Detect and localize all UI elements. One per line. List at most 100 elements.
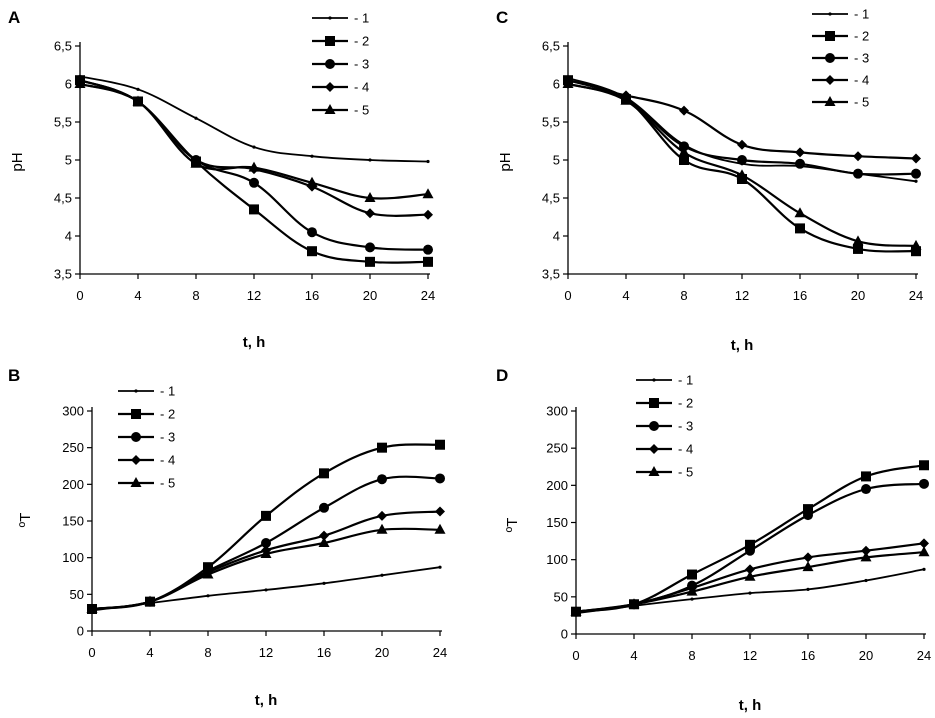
y-tick-label: 250 — [546, 441, 568, 456]
data-point-series-4 — [919, 538, 929, 549]
x-tick-label: 20 — [375, 645, 389, 660]
legend-label: - 3 — [678, 419, 693, 434]
data-point-series-2 — [911, 246, 921, 257]
legend-label: - 2 — [854, 29, 869, 44]
data-point-series-2 — [679, 155, 689, 165]
data-point-series-5 — [434, 523, 446, 534]
data-point-series-2 — [687, 569, 697, 580]
x-tick-label: 24 — [433, 645, 447, 660]
legend-marker-4 — [325, 82, 335, 92]
legend-entry-2: - 2 — [312, 34, 369, 49]
data-point-series-5 — [190, 157, 202, 168]
data-point-series-1 — [438, 565, 442, 569]
data-point-series-5 — [744, 570, 756, 581]
data-point-series-2 — [249, 204, 259, 215]
data-point-series-5 — [364, 192, 376, 202]
data-point-series-2 — [261, 510, 271, 521]
x-tick-label: 16 — [801, 648, 815, 663]
data-point-series-4 — [737, 139, 747, 150]
legend-marker-1 — [134, 389, 138, 393]
y-tick-label: 300 — [62, 404, 84, 419]
legend-entry-5: - 5 — [312, 103, 369, 118]
data-point-series-1 — [310, 154, 314, 158]
y-axis-title: pH — [9, 152, 26, 171]
legend-label: - 1 — [854, 7, 869, 22]
x-tick-label: 4 — [622, 288, 629, 303]
x-tick-label: 16 — [317, 645, 331, 660]
legend-entry-5: - 5 — [812, 95, 869, 110]
data-point-series-3 — [307, 227, 317, 238]
data-point-series-3 — [423, 244, 433, 255]
data-point-series-1 — [206, 594, 210, 598]
x-tick-label: 8 — [680, 288, 687, 303]
legend-label: - 1 — [678, 373, 693, 388]
x-tick-label: 24 — [909, 288, 923, 303]
data-point-series-3 — [261, 538, 271, 548]
data-point-series-5 — [562, 78, 574, 88]
series-line-2 — [91, 443, 441, 611]
data-point-series-5 — [678, 146, 690, 157]
data-point-series-4 — [365, 208, 375, 219]
y-axis-title: ºT — [17, 513, 34, 528]
data-point-series-1 — [136, 87, 140, 91]
panel-letter-c: C — [496, 8, 508, 27]
data-point-series-2 — [377, 442, 387, 453]
data-point-series-2 — [319, 468, 329, 479]
legend-label: - 5 — [354, 103, 369, 118]
x-tick-label: 8 — [688, 648, 695, 663]
x-axis-title: t, h — [739, 697, 762, 714]
legend-label: - 1 — [160, 384, 175, 399]
data-point-series-1 — [690, 597, 694, 601]
legend-label: - 5 — [854, 95, 869, 110]
y-tick-label: 150 — [546, 515, 568, 530]
x-tick-label: 0 — [564, 288, 571, 303]
x-tick-label: 8 — [192, 288, 199, 303]
y-tick-label: 6 — [553, 77, 560, 92]
y-tick-label: 4 — [65, 229, 72, 244]
legend-marker-2 — [131, 409, 141, 419]
legend-entry-4: - 4 — [636, 442, 693, 457]
y-tick-label: 300 — [546, 404, 568, 419]
legend-label: - 2 — [354, 34, 369, 49]
legend-entry-5: - 5 — [118, 476, 175, 491]
data-point-series-3 — [745, 545, 755, 556]
data-point-series-3 — [737, 155, 747, 165]
data-point-series-2 — [919, 460, 929, 471]
legend-marker-5 — [824, 96, 836, 106]
chart-panel-d: D ºT t, h 0 50 100 150 200 250 300 0 4 8 12 16 20 24 -… — [496, 366, 931, 714]
panel-letter-d: D — [496, 366, 508, 385]
data-point-series-4 — [435, 506, 445, 517]
data-point-series-5 — [570, 605, 582, 616]
legend-entry-3: - 3 — [118, 430, 175, 445]
legend-entry-5: - 5 — [636, 465, 693, 480]
data-point-series-1 — [194, 116, 198, 120]
legend-label: - 4 — [354, 80, 369, 95]
data-point-series-5 — [260, 548, 272, 558]
y-tick-label: 5 — [553, 153, 560, 168]
y-tick-label: 100 — [546, 552, 568, 567]
legend-marker-3 — [131, 432, 141, 442]
panel-letter-a: A — [8, 8, 20, 27]
data-point-series-5 — [318, 537, 330, 547]
data-point-series-2 — [861, 471, 871, 482]
data-point-series-3 — [435, 473, 445, 484]
data-point-series-5 — [144, 595, 156, 606]
legend-label: - 5 — [160, 476, 175, 491]
x-tick-label: 4 — [134, 288, 141, 303]
data-point-series-3 — [795, 158, 805, 169]
data-point-series-3 — [803, 510, 813, 521]
data-point-series-1 — [922, 567, 926, 571]
data-point-series-2 — [745, 539, 755, 550]
data-point-series-1 — [322, 581, 326, 585]
legend-marker-3 — [649, 421, 659, 431]
y-tick-label: 6 — [65, 77, 72, 92]
legend-entry-4: - 4 — [118, 453, 175, 468]
data-point-series-1 — [426, 159, 430, 164]
series-line-5 — [575, 551, 925, 613]
y-tick-label: 5 — [65, 153, 72, 168]
y-tick-label: 0 — [561, 627, 568, 642]
data-point-series-5 — [860, 551, 872, 562]
y-tick-label: 3,5 — [54, 267, 72, 282]
y-tick-label: 250 — [62, 440, 84, 455]
y-tick-label: 200 — [62, 477, 84, 492]
